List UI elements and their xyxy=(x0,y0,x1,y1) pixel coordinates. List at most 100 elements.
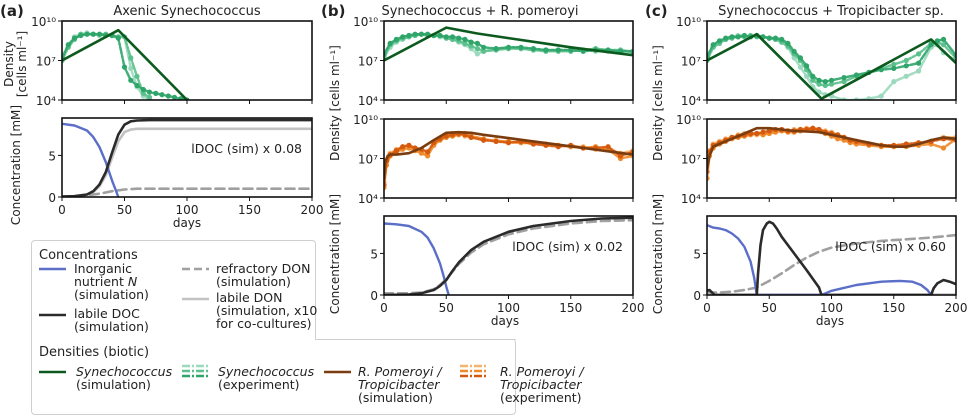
y-tick-label: 0 xyxy=(48,191,56,205)
experiment-data-point xyxy=(710,42,716,48)
experiment-data-point xyxy=(140,86,146,93)
panel-b-xlabel: days xyxy=(491,314,519,328)
legend-item-labile-doc: labile DOC (simulation) xyxy=(74,307,149,333)
legend-item-syn-exp: Synechococcus (experiment) xyxy=(218,365,314,391)
x-tick-label: 50 xyxy=(762,301,777,315)
inorganic-n-line xyxy=(707,223,933,295)
panel-a-xlabel: days xyxy=(173,216,201,230)
experiment-data-point xyxy=(400,34,406,40)
experiment-data-point xyxy=(425,149,431,155)
experiment-data-point xyxy=(617,153,624,159)
experiment-data-point xyxy=(828,81,835,87)
plot-area xyxy=(62,118,312,197)
experiment-data-point xyxy=(518,44,524,50)
experiment-data-point xyxy=(505,140,512,146)
experiment-data-point xyxy=(418,150,424,156)
legend-swatch-het-sim xyxy=(324,370,351,374)
experiment-data-point xyxy=(468,43,474,49)
experiment-data-point xyxy=(866,96,872,100)
experiment-data-point xyxy=(65,42,71,48)
legend-label: Tropicibacter xyxy=(500,377,582,392)
x-tick-label: 150 xyxy=(559,301,582,315)
x-tick-label: 50 xyxy=(117,203,132,217)
inorganic-n-line xyxy=(62,122,120,197)
experiment-data-point xyxy=(797,64,804,70)
experiment-data-point xyxy=(878,93,884,99)
experiment-series-line xyxy=(707,34,956,83)
x-tick-label: 200 xyxy=(622,301,645,315)
legend-label: Inorganic xyxy=(74,261,133,276)
experiment-data-point xyxy=(940,36,947,43)
y-tick-label: 10¹⁰ xyxy=(676,113,701,127)
legend-box-edge xyxy=(315,339,516,340)
experiment-data-point xyxy=(785,40,791,47)
experiment-data-point xyxy=(841,75,847,81)
experiment-data-point xyxy=(723,35,729,41)
simulation-series-line xyxy=(707,32,956,100)
experiment-data-point xyxy=(754,130,760,137)
experiment-data-point xyxy=(474,46,480,52)
legend-item-inorganic-n: Inorganic nutrient N (simulation) xyxy=(74,262,149,301)
panel-a-title: Axenic Synechococcus xyxy=(113,4,260,19)
experiment-data-point xyxy=(406,32,412,39)
experiment-data-point xyxy=(456,35,462,41)
y-tick-label: 10⁷ xyxy=(358,153,378,167)
y-tick-label: 10⁷ xyxy=(36,55,56,69)
legend-swatch-het-exp xyxy=(460,364,487,378)
experiment-data-point xyxy=(393,148,399,154)
experiment-data-point xyxy=(121,64,128,70)
experiment-data-point xyxy=(481,44,487,50)
axes-frame xyxy=(383,118,634,199)
experiment-data-point xyxy=(474,51,480,57)
experiment-data-point xyxy=(78,32,84,39)
panel-c-letter: (c) xyxy=(645,2,668,20)
idoc-scale-annotation: lDOC (sim) x 0.60 xyxy=(835,239,946,254)
experiment-series-line xyxy=(62,31,151,100)
panel-b-conc-ylabel: Concentration [mM] xyxy=(328,194,342,314)
experiment-data-point xyxy=(779,36,785,43)
experiment-data-point xyxy=(816,81,822,87)
plot-area xyxy=(707,32,956,100)
experiment-data-point xyxy=(816,77,822,83)
legend-concentrations-title: Concentrations xyxy=(39,248,138,263)
panel-c-conc-ylabel: Concentration [mM] xyxy=(651,194,665,314)
x-tick-label: 150 xyxy=(882,301,905,315)
experiment-data-point xyxy=(493,138,499,144)
legend-label: R. Pomeroyi / xyxy=(500,364,584,379)
y-tick-label: 10⁷ xyxy=(358,55,378,69)
experiment-data-point xyxy=(159,92,165,98)
legend-label: labile DOC xyxy=(74,306,140,321)
panel-a-density-ylabel-1: Density xyxy=(2,41,16,87)
x-tick-label: 50 xyxy=(439,301,454,315)
y-tick-label: 10⁴ xyxy=(36,94,56,108)
experiment-data-point xyxy=(903,57,909,64)
experiment-data-point xyxy=(443,34,449,40)
plot-area xyxy=(707,220,956,295)
experiment-data-point xyxy=(810,125,816,131)
legend-label: (simulation) xyxy=(74,287,149,302)
experiment-data-point xyxy=(903,73,909,79)
experiment-data-point xyxy=(468,39,474,45)
legend-label: (simulation, x10 xyxy=(216,303,318,318)
experiment-data-point xyxy=(412,31,418,37)
legend-label: nutrient N xyxy=(74,274,138,289)
panel-c-title: Synechococcus + Tropicibacter sp. xyxy=(718,4,944,19)
y-tick-label: 10¹⁰ xyxy=(31,15,56,29)
experiment-data-point xyxy=(822,82,828,89)
x-tick-label: 100 xyxy=(820,301,843,315)
legend-item-het-exp: R. Pomeroyi / Tropicibacter (experiment) xyxy=(500,365,584,404)
experiment-data-point xyxy=(934,38,940,44)
experiment-data-point xyxy=(96,31,103,37)
experiment-data-point xyxy=(804,73,810,79)
experiment-data-point xyxy=(128,77,134,83)
legend-item-het-sim: R. Pomeroyi / Tropicibacter (simulation) xyxy=(358,365,442,404)
simulation-series-line xyxy=(384,26,633,62)
legend-label: (experiment) xyxy=(500,390,582,405)
y-tick-label: 10¹⁰ xyxy=(676,15,701,29)
experiment-data-point xyxy=(605,144,611,150)
legend-item-refractory-don: refractory DON (simulation) xyxy=(216,262,311,288)
experiment-data-point xyxy=(481,137,487,143)
labile-doc-line xyxy=(707,220,956,295)
